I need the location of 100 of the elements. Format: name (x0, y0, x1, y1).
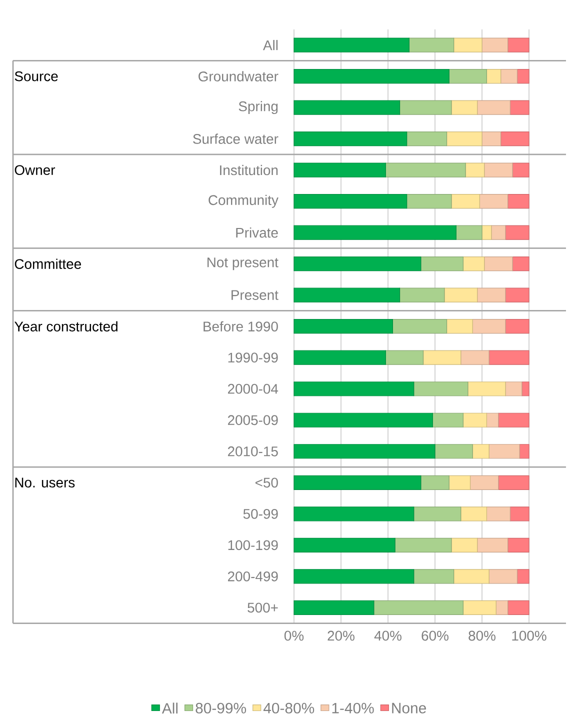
bar (386, 350, 424, 365)
bar (294, 100, 400, 115)
bar (406, 194, 452, 209)
bar (463, 256, 485, 272)
text: Owner (15, 165, 56, 175)
bar (406, 132, 448, 146)
bar (477, 538, 508, 552)
bar (294, 288, 400, 302)
bar (505, 288, 530, 302)
bar (505, 382, 522, 396)
bar (500, 68, 518, 84)
bar (508, 538, 530, 552)
y-tick-label: Present (232, 290, 279, 300)
legend-label: 40-80% (264, 702, 314, 714)
bar (294, 38, 410, 52)
bar (491, 225, 506, 240)
bar (472, 319, 506, 334)
bar (414, 506, 462, 522)
legend-label: None (392, 702, 426, 714)
bar (420, 475, 450, 490)
bar (498, 412, 530, 428)
bar (517, 68, 530, 84)
bar (294, 68, 450, 84)
x-tick-label: 100% (512, 630, 546, 641)
bar (294, 506, 414, 522)
y-tick-label: Community (208, 194, 279, 208)
bar (477, 288, 506, 302)
bar (294, 350, 386, 365)
bar (480, 194, 508, 209)
bar (451, 538, 478, 552)
bar (394, 538, 452, 552)
bar (294, 194, 408, 209)
bar (486, 412, 499, 428)
y-tick-label: 1990-99 (228, 352, 278, 363)
bar (486, 68, 502, 84)
bar (454, 38, 482, 52)
bar (463, 412, 488, 428)
y-tick-label: 500+ (248, 602, 278, 613)
bar (414, 382, 468, 396)
y-tick-label: Not present (208, 258, 279, 270)
bar (294, 600, 374, 615)
y-tick-label: Surface water (193, 134, 278, 144)
bar (477, 100, 511, 115)
bar (294, 538, 396, 552)
bar (294, 319, 394, 334)
bar (482, 38, 508, 52)
bar (484, 162, 514, 178)
bar (488, 350, 530, 365)
bar (508, 194, 530, 209)
bar (512, 162, 530, 178)
bar (484, 256, 514, 272)
text: No. users (15, 478, 75, 488)
bar (444, 288, 478, 302)
bar (294, 132, 408, 146)
y-tick-label: <50 (256, 478, 278, 488)
bar (508, 38, 530, 52)
legend-label: 80-99% (196, 702, 246, 714)
bar (505, 319, 530, 334)
x-tick-label: 60% (422, 630, 449, 641)
y-tick-label: All (263, 40, 278, 50)
bar (294, 444, 436, 459)
bar (409, 38, 454, 52)
bar (482, 132, 502, 146)
bar (508, 600, 530, 615)
bar (294, 225, 457, 240)
y-tick-label: 2005-09 (228, 415, 278, 426)
x-tick-label: 0% (284, 630, 304, 641)
bar (451, 100, 478, 115)
bar (454, 569, 490, 584)
text: Year constructed (14, 321, 118, 332)
x-tick-label: 20% (328, 630, 355, 641)
bar (510, 506, 530, 522)
bar (448, 475, 471, 490)
text: Committee (15, 258, 82, 269)
bar (505, 225, 530, 240)
bar (294, 412, 434, 428)
bar (456, 225, 482, 240)
y-tick-label: Institution (220, 164, 278, 176)
bar (434, 444, 474, 459)
y-tick-label: Groundwater (198, 71, 278, 82)
x-tick-label: 40% (374, 630, 402, 641)
y-tick-label: 2010-15 (228, 446, 278, 456)
bar (294, 256, 422, 272)
text: Source (14, 71, 58, 82)
legend-label: 1-40% (332, 702, 374, 714)
bar (414, 569, 454, 584)
bar (460, 350, 490, 365)
bar (465, 162, 485, 178)
bar (294, 382, 414, 396)
y-tick-label: 2000-04 (228, 384, 278, 394)
bar (420, 256, 464, 272)
x-tick-label: 80% (468, 630, 496, 641)
bar (294, 569, 414, 584)
bar (294, 475, 422, 490)
bar (468, 382, 506, 396)
bar (472, 444, 490, 459)
y-tick-label: Spring (238, 101, 278, 114)
y-tick-label: 200-499 (228, 571, 278, 582)
bar (451, 194, 480, 209)
bar (400, 100, 452, 115)
